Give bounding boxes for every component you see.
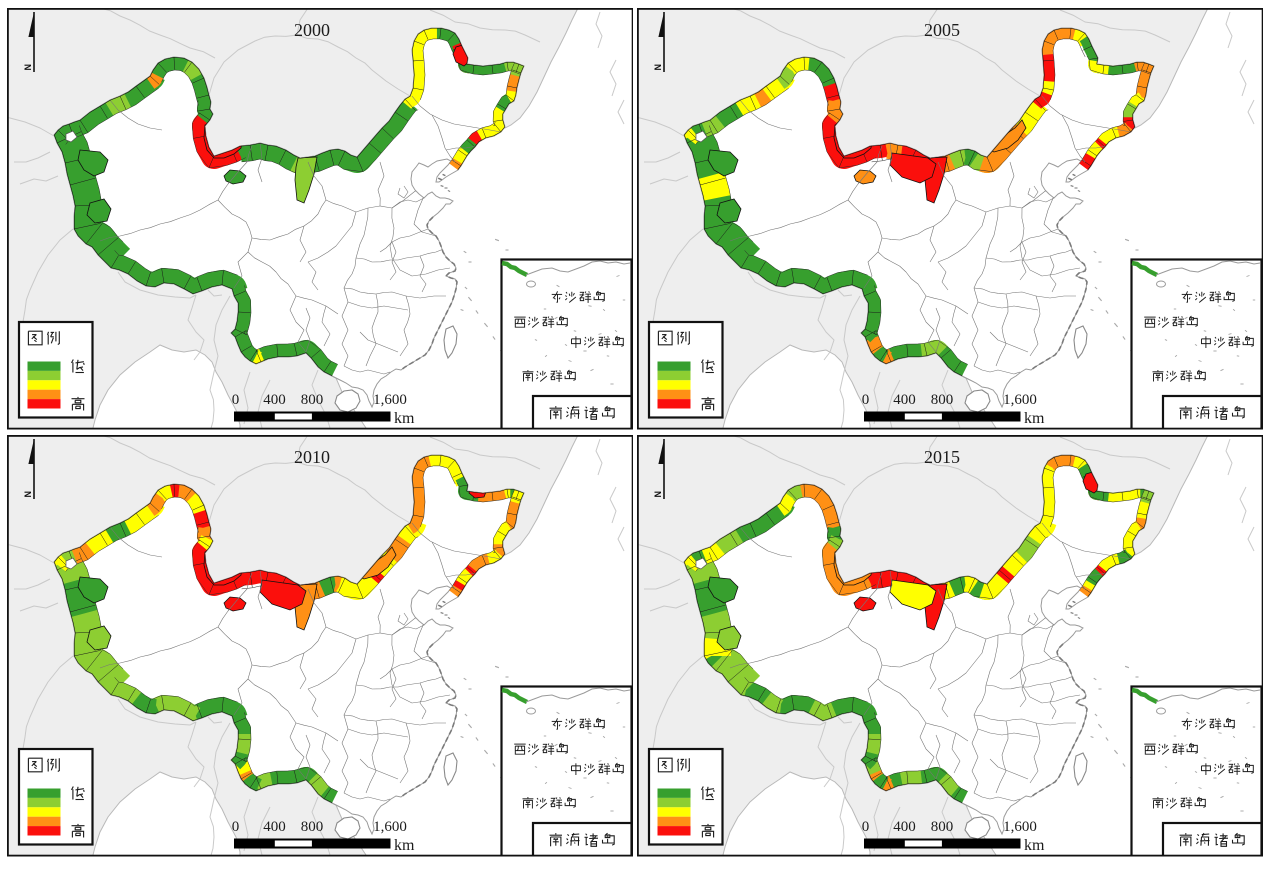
svg-text:km: km xyxy=(1024,837,1045,854)
svg-text:1,600: 1,600 xyxy=(373,392,407,408)
svg-text:800: 800 xyxy=(301,819,324,835)
svg-text:400: 400 xyxy=(263,819,286,835)
svg-text:km: km xyxy=(1024,410,1045,427)
svg-text:800: 800 xyxy=(931,392,954,408)
svg-text:N: N xyxy=(653,64,663,71)
svg-text:0: 0 xyxy=(232,819,240,835)
svg-text:2010: 2010 xyxy=(294,447,330,467)
svg-text:km: km xyxy=(394,410,415,427)
svg-text:2015: 2015 xyxy=(924,447,960,467)
svg-text:800: 800 xyxy=(931,819,954,835)
svg-text:400: 400 xyxy=(893,392,916,408)
svg-text:km: km xyxy=(394,837,415,854)
svg-text:2005: 2005 xyxy=(924,20,960,40)
svg-text:800: 800 xyxy=(301,392,324,408)
svg-text:N: N xyxy=(23,491,33,498)
svg-text:1,600: 1,600 xyxy=(373,819,407,835)
svg-text:N: N xyxy=(23,64,33,71)
svg-text:400: 400 xyxy=(263,392,286,408)
svg-text:0: 0 xyxy=(232,392,240,408)
svg-text:2000: 2000 xyxy=(294,20,330,40)
svg-text:1,600: 1,600 xyxy=(1003,392,1037,408)
svg-text:0: 0 xyxy=(862,819,870,835)
svg-text:400: 400 xyxy=(893,819,916,835)
svg-text:N: N xyxy=(653,491,663,498)
svg-text:0: 0 xyxy=(862,392,870,408)
svg-text:1,600: 1,600 xyxy=(1003,819,1037,835)
